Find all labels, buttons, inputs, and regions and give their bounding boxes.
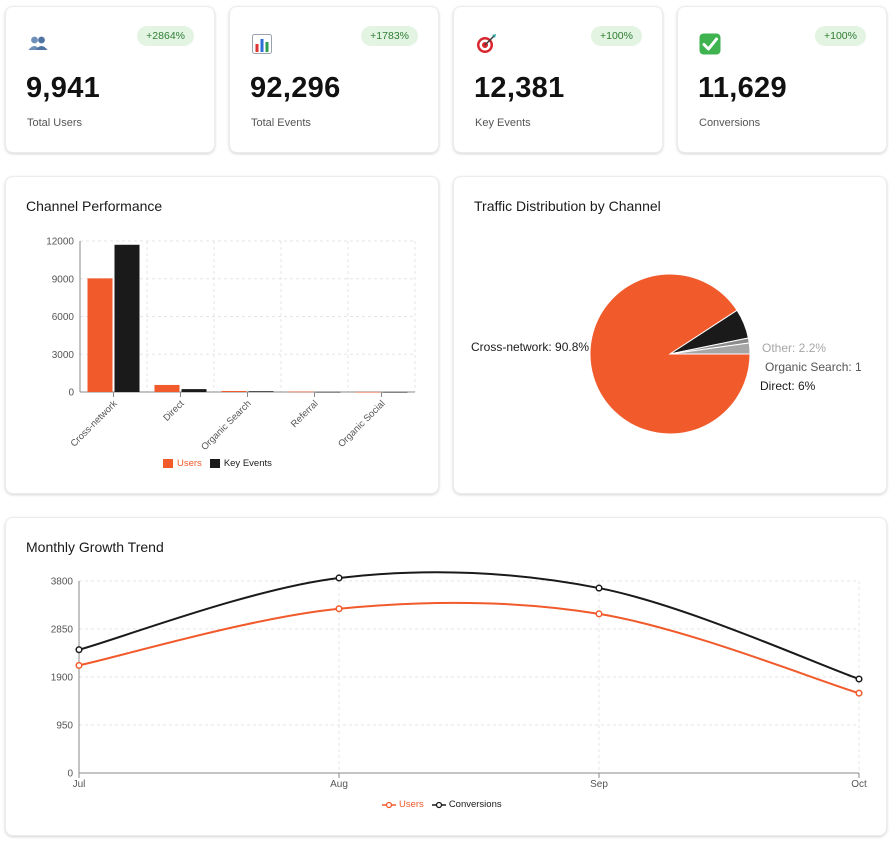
point-users	[75, 661, 83, 669]
kpi-label: Total Events	[251, 117, 311, 129]
chart-legend: Users Key Events	[163, 458, 280, 469]
bar-users	[355, 391, 381, 393]
y-tick-label: 950	[56, 721, 73, 732]
monthly-growth-card: Monthly Growth Trend 0 950 1900 2850 3800 Jul…	[5, 517, 887, 836]
kpi-value: 12,381	[474, 72, 565, 104]
bar-key-events	[181, 389, 207, 392]
y-tick-label: 12000	[46, 237, 74, 248]
users-icon	[28, 36, 48, 50]
bar-users	[221, 390, 247, 392]
kpi-value: 11,629	[698, 72, 787, 104]
legend-swatch	[209, 459, 220, 468]
y-tick-label: 6000	[52, 312, 75, 323]
pie-slice	[669, 342, 751, 355]
point-conversions	[595, 584, 603, 592]
legend-label: Users	[177, 458, 202, 469]
x-tick-label: Sep	[590, 779, 608, 790]
x-tick-label: Cross-network	[69, 398, 120, 449]
legend-swatch	[163, 459, 173, 468]
legend-item-users[interactable]: Users	[382, 799, 424, 810]
kpi-change-badge: +100%	[591, 26, 642, 46]
check-icon	[699, 33, 721, 55]
legend-label: Conversions	[448, 799, 502, 810]
kpi-card-total-users: +2864% 9,941 Total Users	[5, 6, 215, 153]
y-tick-label: 0	[67, 769, 73, 780]
pie-label: Cross-network: 90.8%	[471, 340, 589, 354]
line-conversions	[78, 571, 860, 680]
bar-users	[87, 278, 113, 392]
kpi-value: 9,941	[26, 72, 101, 104]
point-conversions	[335, 574, 343, 582]
legend-label: Users	[399, 799, 424, 810]
kpi-change-badge: +100%	[815, 26, 866, 46]
kpi-label: Total Users	[27, 117, 83, 129]
x-tick-label: Organic Social	[336, 398, 387, 449]
kpi-label: Conversions	[699, 117, 761, 129]
x-tick-label: Referral	[289, 398, 321, 430]
point-users	[855, 689, 863, 697]
line-users	[78, 601, 860, 695]
kpi-card-conversions: +100% 11,629 Conversions	[677, 6, 887, 153]
chart-legend: Users Conversions	[382, 799, 510, 810]
legend-label: Key Events	[223, 458, 272, 469]
card-title: Traffic Distribution by Channel	[474, 198, 661, 214]
legend-item-conversions[interactable]: Conversions	[431, 799, 502, 810]
bar-key-events	[382, 391, 408, 393]
bar-key-events	[315, 391, 341, 393]
traffic-distribution-chart: Cross-network: 90.8% Direct: 6% Organic Se…	[471, 273, 862, 435]
bar-users	[288, 391, 314, 393]
bar-key-events	[248, 391, 274, 392]
kpi-card-key-events: +100% 12,381 Key Events	[453, 6, 663, 153]
point-conversions	[855, 675, 863, 683]
kpi-card-total-events: +1783% 92,296 Total Events	[229, 6, 439, 153]
monthly-growth-chart: 0 950 1900 2850 3800 Jul Aug Sep Oct	[51, 571, 867, 790]
card-title: Channel Performance	[26, 198, 163, 214]
x-tick-label: Oct	[851, 779, 867, 790]
pie-label: Direct: 6%	[760, 379, 816, 393]
card-title: Monthly Growth Trend	[26, 539, 164, 555]
channel-performance-chart: 0 3000 6000 9000 12000 Cross-network Direct Org…	[46, 237, 416, 453]
kpi-value: 92,296	[250, 72, 341, 104]
point-users	[595, 610, 603, 618]
bar-users	[154, 384, 180, 392]
x-tick-label: Direct	[161, 398, 187, 424]
x-tick-label: Aug	[330, 779, 348, 790]
x-tick-label: Organic Search	[199, 398, 253, 452]
legend-line-marker	[382, 801, 396, 808]
point-conversions	[75, 646, 83, 654]
x-tick-label: Jul	[73, 779, 86, 790]
kpi-label: Key Events	[475, 117, 531, 129]
pie-label: Organic Search: 1	[765, 360, 862, 374]
y-tick-label: 0	[68, 388, 74, 399]
bar-key-events	[114, 244, 140, 392]
y-tick-label: 2850	[51, 625, 74, 636]
y-tick-label: 1900	[51, 673, 74, 684]
channel-performance-card: Channel Performance 0 3000 6000 9000 12000 Cr…	[5, 176, 439, 494]
legend-item-users[interactable]: Users	[163, 458, 202, 469]
bar-chart-icon	[252, 34, 272, 54]
kpi-change-badge: +1783%	[361, 26, 418, 46]
traffic-distribution-card: Traffic Distribution by Channel Cross-ne…	[453, 176, 887, 494]
point-users	[335, 605, 343, 613]
legend-item-key-events[interactable]: Key Events	[209, 458, 272, 469]
y-tick-label: 3800	[51, 577, 74, 588]
y-tick-label: 9000	[52, 274, 75, 285]
kpi-change-badge: +2864%	[137, 26, 194, 46]
target-icon	[477, 34, 496, 53]
legend-line-marker	[431, 801, 446, 808]
pie-label: Other: 2.2%	[762, 341, 826, 355]
y-tick-label: 3000	[52, 350, 75, 361]
